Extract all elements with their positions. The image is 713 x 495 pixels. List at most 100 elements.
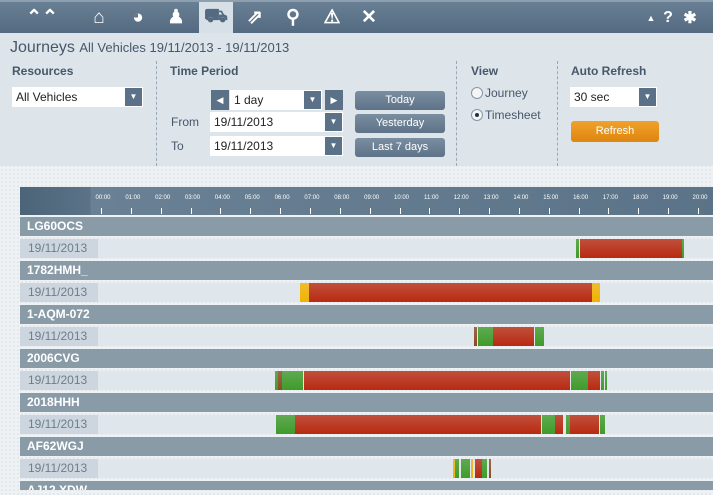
divider xyxy=(156,61,157,166)
hour-tick xyxy=(518,208,520,214)
hour-label: 03:00 xyxy=(185,195,201,201)
journey-segment-amber[interactable] xyxy=(471,459,474,478)
hour-tick xyxy=(220,208,222,214)
globe-icon[interactable]: ◕ xyxy=(132,6,144,28)
from-label: From xyxy=(171,115,199,129)
journey-segment-idle[interactable] xyxy=(681,239,684,258)
chevron-down-icon: ▼ xyxy=(325,137,342,155)
journey-segment-driving[interactable] xyxy=(492,327,534,346)
journey-segment-idle[interactable] xyxy=(535,327,544,346)
journey-segment-driving[interactable] xyxy=(303,371,570,390)
from-date-field[interactable]: 19/11/2013 ▼ xyxy=(210,112,343,132)
journey-segment-idle[interactable] xyxy=(478,327,493,346)
journey-segment-driving[interactable] xyxy=(587,371,601,390)
journey-segment-amber[interactable] xyxy=(592,283,601,302)
hour-tick xyxy=(309,208,311,214)
journey-segment-driving[interactable] xyxy=(579,239,682,258)
row-date: 19/11/2013 xyxy=(20,327,98,346)
hour-label: 12:00 xyxy=(453,195,469,201)
journey-segment-amber[interactable] xyxy=(300,283,310,302)
hour-label: 17:00 xyxy=(602,195,618,201)
today-button[interactable]: Today xyxy=(355,91,445,110)
hour-label: 15:00 xyxy=(543,195,559,201)
journey-segment-idle[interactable] xyxy=(460,459,470,478)
journey-segment-idle[interactable] xyxy=(600,415,605,434)
journey-segment-driving[interactable] xyxy=(569,415,599,434)
to-label: To xyxy=(171,139,184,153)
prev-period-button[interactable]: ◀ xyxy=(211,90,229,110)
journey-segment-idle[interactable] xyxy=(571,371,588,390)
journey-segment-idle[interactable] xyxy=(481,459,487,478)
journey-segment-idle[interactable] xyxy=(566,415,570,434)
yesterday-button[interactable]: Yesterday xyxy=(355,114,445,133)
journey-segment-stop[interactable] xyxy=(278,371,282,390)
collapse-icon[interactable]: ▲ xyxy=(646,12,656,23)
to-date-field[interactable]: 19/11/2013 ▼ xyxy=(210,136,343,156)
row-date: 19/11/2013 xyxy=(20,239,98,258)
user-icon[interactable]: ♟ xyxy=(167,7,185,28)
vehicle-header[interactable]: 1782HMH_ xyxy=(20,261,713,280)
alert-icon[interactable]: ⚠ xyxy=(323,7,341,28)
timesheet-radio[interactable]: Timesheet xyxy=(471,108,541,122)
auto-refresh-label: Auto Refresh xyxy=(571,64,647,78)
chevron-down-icon: ▼ xyxy=(639,88,656,106)
journey-segment-idle[interactable] xyxy=(455,459,460,478)
hour-tick xyxy=(548,208,550,214)
journey-radio[interactable]: Journey xyxy=(471,86,528,100)
help-icon[interactable]: ? xyxy=(663,8,673,26)
journey-segment-stop[interactable] xyxy=(489,459,492,478)
period-select[interactable]: 1 day ▼ xyxy=(230,90,322,110)
vehicle-header[interactable]: LG60OCS xyxy=(20,217,713,236)
journey-segment-idle[interactable] xyxy=(575,239,579,258)
truck-icon[interactable]: ⛟ xyxy=(199,2,233,33)
location-pin-icon[interactable]: ⚲ xyxy=(286,7,300,28)
journey-segment-driving[interactable] xyxy=(555,415,564,434)
hour-tick xyxy=(250,208,252,214)
auto-refresh-select[interactable]: 30 sec ▼ xyxy=(570,87,657,107)
hour-label: 16:00 xyxy=(573,195,589,201)
tools-icon[interactable]: ✕ xyxy=(361,7,377,28)
vehicle-header[interactable]: 2018HHH xyxy=(20,393,713,412)
settings-gear-icon[interactable]: ✱ xyxy=(683,9,697,27)
divider xyxy=(557,61,558,166)
journey-segment-idle[interactable] xyxy=(281,371,304,390)
refresh-button[interactable]: Refresh xyxy=(571,121,659,142)
vehicle-header[interactable]: AJ12 XDW xyxy=(20,481,713,490)
hour-tick xyxy=(190,208,192,214)
next-period-button[interactable]: ▶ xyxy=(325,90,343,110)
vehicle-header[interactable]: AF62WGJ xyxy=(20,437,713,456)
hour-label: 10:00 xyxy=(393,195,410,201)
hour-label: 05:00 xyxy=(244,195,260,201)
journey-segment-idle[interactable] xyxy=(600,371,604,390)
timesheet-row: 19/11/2013 xyxy=(20,327,713,346)
hour-tick xyxy=(698,208,699,214)
journey-segment-idle[interactable] xyxy=(275,415,295,434)
vehicle-header[interactable]: 1-AQM-072 xyxy=(20,305,713,324)
timesheet-row: 19/11/2013 xyxy=(20,459,713,478)
radio-icon xyxy=(471,87,483,99)
journey-segment-amber[interactable] xyxy=(452,459,455,478)
hour-tick xyxy=(339,208,341,214)
resources-label: Resources xyxy=(12,64,74,78)
vehicle-header[interactable]: 2006CVG xyxy=(20,349,713,368)
resources-select[interactable]: All Vehicles ▼ xyxy=(12,87,143,107)
timesheet-grid: 00:00 01:00 02:00 03:00 04:00 05:00 06:00 07:00… xyxy=(20,187,713,490)
journey-segment-stop[interactable] xyxy=(474,327,478,346)
row-date: 19/11/2013 xyxy=(20,415,98,434)
journey-segment-idle[interactable] xyxy=(604,371,607,390)
journey-segment-driving[interactable] xyxy=(475,459,482,478)
subtitle-text: All Vehicles 19/11/2013 - 19/11/2013 xyxy=(79,40,290,55)
reports-icon[interactable]: ⇗ xyxy=(247,7,263,28)
hour-label: 02:00 xyxy=(155,195,171,201)
logo-icon: ⌃⌃ xyxy=(26,7,58,28)
home-icon[interactable]: ⌂ xyxy=(93,6,105,28)
journey-segment-idle[interactable] xyxy=(275,371,278,390)
hour-label: 14:00 xyxy=(513,195,529,201)
filter-panel: Journeys All Vehicles 19/11/2013 - 19/11… xyxy=(0,33,713,166)
last-7-days-button[interactable]: Last 7 days xyxy=(355,138,445,157)
journey-segment-driving[interactable] xyxy=(309,283,593,302)
journey-segment-idle[interactable] xyxy=(541,415,555,434)
timesheet-row: 19/11/2013 xyxy=(20,283,713,302)
hour-tick xyxy=(668,208,670,214)
journey-segment-driving[interactable] xyxy=(295,415,541,434)
